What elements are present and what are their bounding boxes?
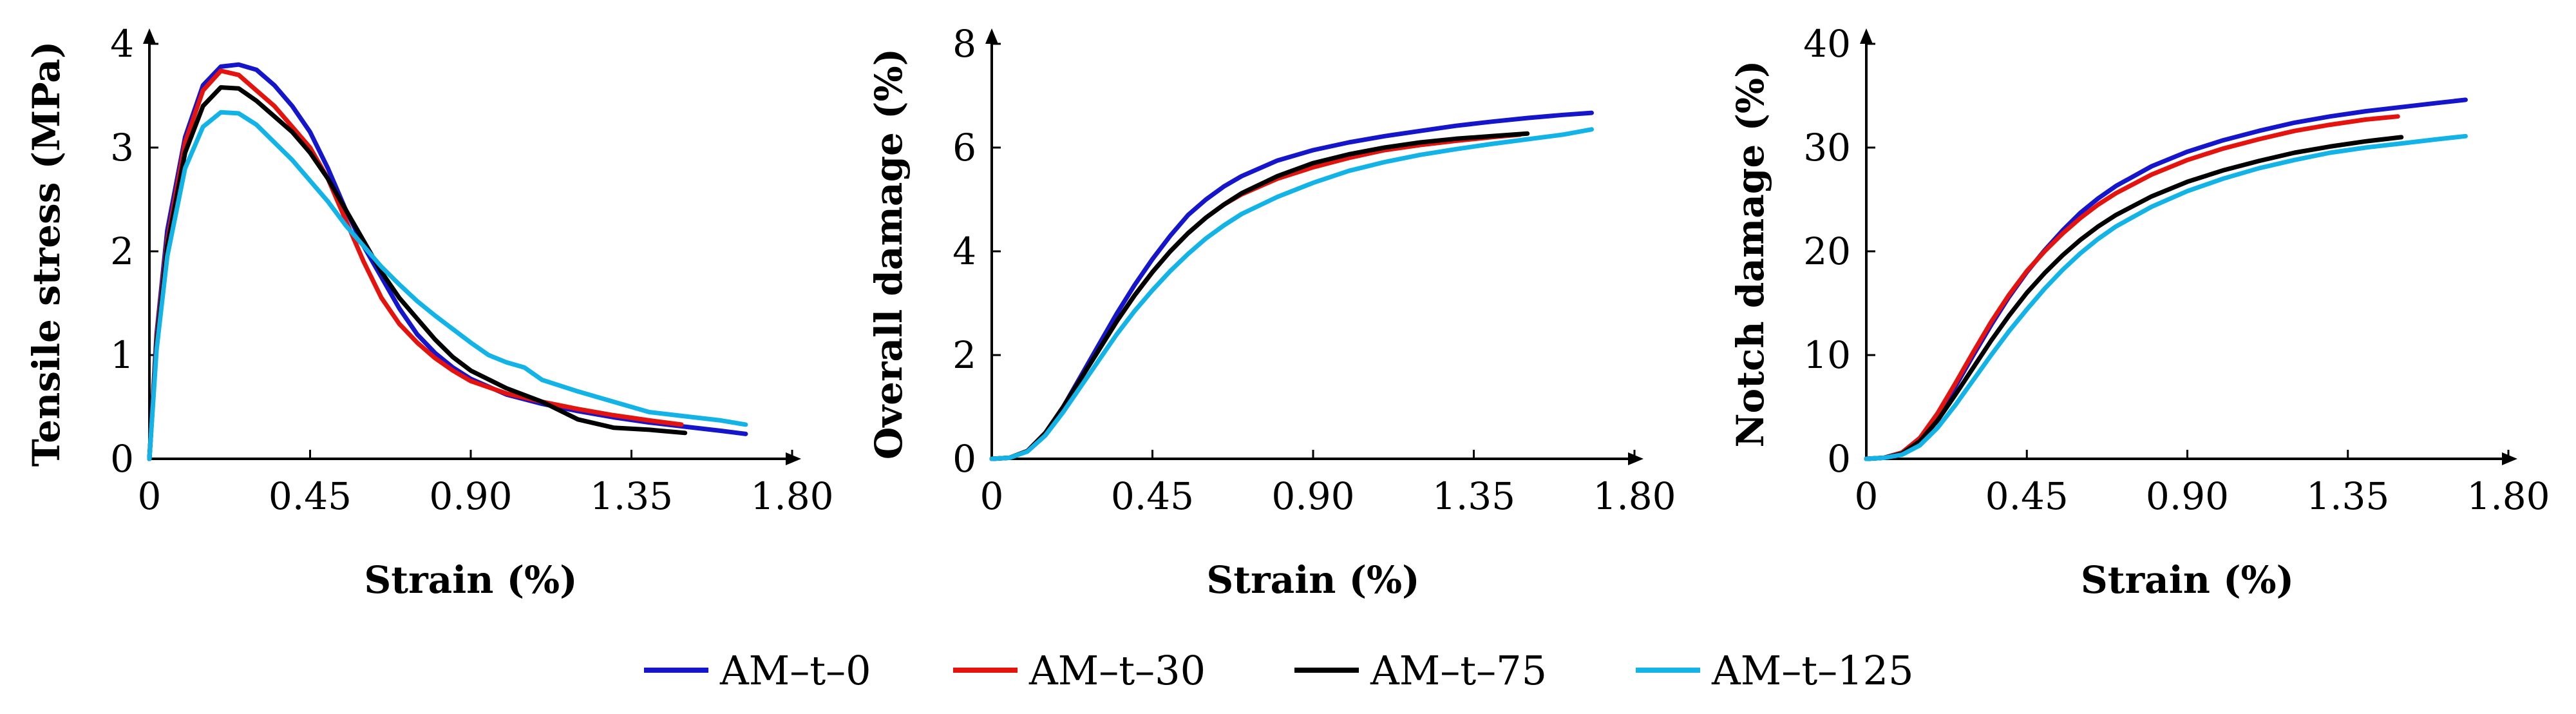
x-tick-label: 1.80 bbox=[2467, 474, 2550, 518]
y-tick-label: 6 bbox=[952, 126, 976, 169]
y-tick-label: 10 bbox=[1803, 333, 1851, 377]
legend-label: AM–t–75 bbox=[1370, 647, 1547, 694]
y-axis-arrowhead bbox=[985, 28, 998, 44]
x-axis-title: Strain (%) bbox=[1206, 558, 1419, 602]
x-tick-label: 0.45 bbox=[1111, 474, 1194, 518]
tensile-stress-chart: 0 0.45 0.90 1.35 1.80 0 1 2 3 4 Strain (%) Tensile … bbox=[24, 22, 834, 602]
x-tick-label: 1.80 bbox=[750, 474, 833, 518]
x-tick-label: 0 bbox=[1855, 474, 1879, 518]
y-tick-label: 30 bbox=[1803, 126, 1851, 169]
x-tick-label: 1.35 bbox=[590, 474, 673, 518]
x-tick-label: 0.45 bbox=[1985, 474, 2069, 518]
x-tick-label: 0.90 bbox=[1271, 474, 1354, 518]
y-tick-label: 0 bbox=[952, 437, 976, 481]
notch-damage-chart: 0 0.45 0.90 1.35 1.80 0 10 20 30 40 Strain (%) Notc… bbox=[1728, 22, 2550, 602]
y-axis-title: Tensile stress (MPa) bbox=[24, 41, 68, 467]
x-axis-arrowhead bbox=[786, 452, 801, 465]
x-tick-label: 1.35 bbox=[2306, 474, 2389, 518]
x-axis-title: Strain (%) bbox=[364, 558, 577, 602]
overall-damage-series-am-t-125 bbox=[989, 127, 1594, 461]
y-tick-label: 0 bbox=[1827, 437, 1851, 481]
overall-damage-series-am-t-0 bbox=[989, 110, 1594, 461]
legend: AM–t–0 AM–t–30 AM–t–75 AM–t–125 bbox=[644, 647, 1914, 694]
y-tick-label: 20 bbox=[1803, 229, 1851, 273]
notch-damage-series-am-t-125 bbox=[1864, 133, 2468, 461]
overall-damage-chart: 0 0.45 0.90 1.35 1.80 0 2 4 6 8 Strain (%) Overall … bbox=[867, 22, 1676, 602]
y-tick-label: 3 bbox=[110, 126, 134, 169]
stress-series-am-t-125 bbox=[147, 110, 748, 461]
x-tick-label: 0.90 bbox=[429, 474, 512, 518]
y-axis-title: Overall damage (%) bbox=[867, 48, 911, 459]
y-tick-label: 2 bbox=[110, 229, 134, 273]
notch-damage-series-am-t-75 bbox=[1864, 135, 2404, 461]
stress-series-am-t-0 bbox=[147, 62, 748, 461]
y-tick-label: 4 bbox=[110, 22, 134, 66]
x-tick-label: 1.35 bbox=[1432, 474, 1515, 518]
y-tick-label: 2 bbox=[952, 333, 976, 377]
x-axis-arrowhead bbox=[1628, 452, 1643, 465]
x-tick-label: 1.80 bbox=[1593, 474, 1676, 518]
legend-label: AM–t–30 bbox=[1028, 647, 1206, 694]
x-axis-arrowhead bbox=[2502, 452, 2517, 465]
x-axis-title: Strain (%) bbox=[2081, 558, 2294, 602]
y-tick-label: 8 bbox=[952, 22, 976, 66]
x-tick-label: 0.90 bbox=[2146, 474, 2229, 518]
x-tick-label: 0.45 bbox=[269, 474, 352, 518]
legend-label: AM–t–125 bbox=[1711, 647, 1914, 694]
y-tick-label: 0 bbox=[110, 437, 134, 481]
y-tick-label: 40 bbox=[1803, 22, 1851, 66]
y-axis-title: Notch damage (%) bbox=[1728, 61, 1772, 448]
x-tick-label: 0 bbox=[980, 474, 1004, 518]
overall-damage-series-am-t-75 bbox=[989, 131, 1530, 461]
overall-damage-series-am-t-30 bbox=[989, 132, 1523, 461]
y-axis-arrowhead bbox=[143, 28, 156, 44]
legend-label: AM–t–0 bbox=[719, 647, 871, 694]
y-tick-label: 1 bbox=[110, 333, 134, 377]
notch-damage-series-am-t-30 bbox=[1864, 114, 2400, 461]
x-tick-label: 0 bbox=[138, 474, 162, 518]
stress-series-am-t-75 bbox=[147, 85, 688, 461]
y-tick-label: 4 bbox=[952, 229, 976, 273]
y-axis-arrowhead bbox=[1860, 28, 1873, 44]
